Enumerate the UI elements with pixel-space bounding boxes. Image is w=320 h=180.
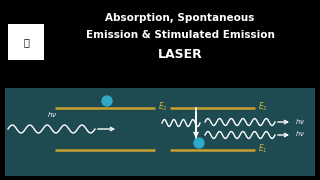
Text: Emission & Stimulated Emission: Emission & Stimulated Emission	[85, 30, 275, 40]
Text: $E_1$: $E_1$	[258, 143, 268, 155]
Text: $E_2$: $E_2$	[258, 101, 268, 113]
Text: $h\nu$: $h\nu$	[47, 110, 57, 119]
Circle shape	[102, 96, 112, 106]
Text: 📚: 📚	[23, 37, 29, 47]
FancyBboxPatch shape	[5, 88, 315, 176]
Text: $h\nu$: $h\nu$	[295, 129, 305, 138]
Text: $h\nu$: $h\nu$	[295, 116, 305, 125]
FancyBboxPatch shape	[8, 24, 44, 60]
Circle shape	[194, 138, 204, 148]
Text: LASER: LASER	[158, 48, 202, 60]
Text: Absorption, Spontaneous: Absorption, Spontaneous	[105, 13, 255, 23]
Text: $E_2$: $E_2$	[158, 101, 168, 113]
